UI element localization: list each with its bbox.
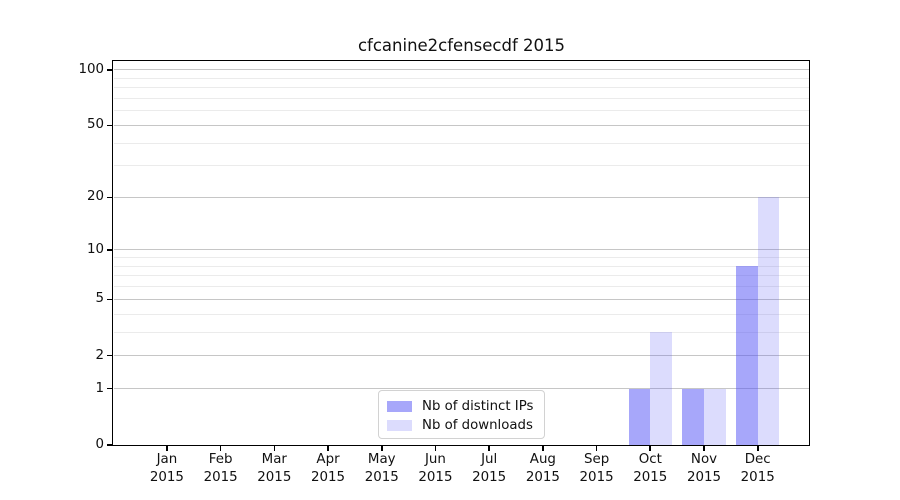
x-tick-mark-aug: [542, 446, 544, 452]
bar-distinct-ips-nov: [682, 388, 704, 445]
bar-distinct-ips-oct: [628, 388, 651, 445]
bar-distinct-ips-dec: [736, 266, 758, 445]
x-tick-label-feb: Feb 2015: [203, 452, 238, 485]
x-tick-label-oct: Oct 2015: [633, 452, 668, 485]
gridline-minor-7: [114, 275, 809, 277]
legend-item-downloads: Nb of downloads: [387, 416, 536, 434]
x-tick-mark-mar: [273, 446, 276, 452]
y-tick-label-10: 10: [86, 242, 104, 258]
y-tick-label-1: 1: [95, 380, 104, 396]
legend: Nb of distinct IPs Nb of downloads: [378, 390, 545, 439]
x-tick-label-may: May 2015: [364, 452, 399, 485]
gridline-major-1: [114, 388, 809, 390]
legend-item-distinct-ips: Nb of distinct IPs: [387, 397, 536, 415]
x-tick-mark-may: [380, 446, 383, 452]
gridline-major-2: [114, 355, 809, 357]
gridline-minor-70: [114, 97, 809, 99]
x-tick-label-jan: Jan 2015: [149, 452, 184, 485]
x-tick-mark-feb: [219, 446, 222, 452]
legend-label-distinct-ips: Nb of distinct IPs: [422, 398, 534, 414]
x-tick-mark-nov: [703, 446, 705, 452]
y-tick-mark-20: [107, 196, 112, 199]
x-tick-label-apr: Apr 2015: [310, 452, 346, 485]
y-tick-mark-0: [107, 444, 112, 446]
y-tick-mark-1: [107, 387, 112, 390]
bar-downloads-nov: [704, 388, 726, 445]
legend-label-downloads: Nb of downloads: [422, 417, 533, 433]
y-tick-label-2: 2: [95, 347, 104, 363]
y-tick-label-100: 100: [78, 61, 104, 77]
gridline-major-100: [114, 69, 809, 71]
y-tick-label-50: 50: [86, 117, 104, 133]
x-tick-label-jul: Jul 2015: [472, 452, 507, 485]
chart-title: cfcanine2cfensecdf 2015: [357, 36, 566, 55]
x-tick-mark-sep: [595, 446, 598, 452]
gridline-minor-30: [114, 165, 809, 167]
gridline-minor-8: [114, 265, 809, 267]
x-tick-label-jun: Jun 2015: [418, 452, 453, 485]
x-tick-label-sep: Sep 2015: [579, 452, 614, 485]
x-tick-label-nov: Nov 2015: [686, 452, 722, 485]
gridline-minor-3: [114, 331, 809, 333]
gridline-minor-6: [114, 286, 809, 288]
y-tick-label-5: 5: [95, 291, 104, 307]
x-tick-mark-jun: [434, 446, 437, 452]
gridline-major-50: [114, 124, 809, 126]
gridline-minor-80: [114, 87, 809, 89]
y-tick-mark-10: [107, 249, 112, 251]
bar-downloads-oct: [650, 332, 672, 445]
y-tick-mark-5: [107, 298, 112, 301]
gridline-major-10: [114, 249, 809, 251]
y-tick-mark-50: [107, 124, 112, 127]
gridline-major-20: [114, 196, 809, 198]
x-tick-mark-oct: [649, 446, 652, 452]
gridline-major-5: [114, 298, 809, 300]
x-tick-label-mar: Mar 2015: [257, 452, 292, 485]
gridline-minor-4: [114, 313, 809, 315]
y-tick-label-0: 0: [95, 437, 104, 452]
plot-area-border: [112, 60, 810, 446]
bar-downloads-dec: [757, 197, 780, 445]
legend-swatch-distinct-ips: [387, 400, 412, 412]
x-tick-mark-jan: [166, 446, 168, 452]
y-tick-label-20: 20: [86, 189, 104, 205]
gridline-minor-9: [114, 257, 809, 259]
x-tick-mark-jul: [488, 446, 490, 452]
x-tick-mark-apr: [327, 446, 329, 452]
y-tick-mark-100: [107, 68, 112, 71]
x-tick-label-dec: Dec 2015: [740, 452, 775, 485]
x-tick-label-aug: Aug 2015: [525, 452, 560, 485]
legend-swatch-downloads: [387, 419, 412, 431]
y-tick-mark-2: [107, 354, 112, 357]
gridline-minor-60: [114, 110, 809, 112]
gridline-minor-90: [114, 77, 809, 79]
gridline-minor-40: [114, 142, 809, 144]
x-tick-mark-dec: [756, 446, 759, 452]
